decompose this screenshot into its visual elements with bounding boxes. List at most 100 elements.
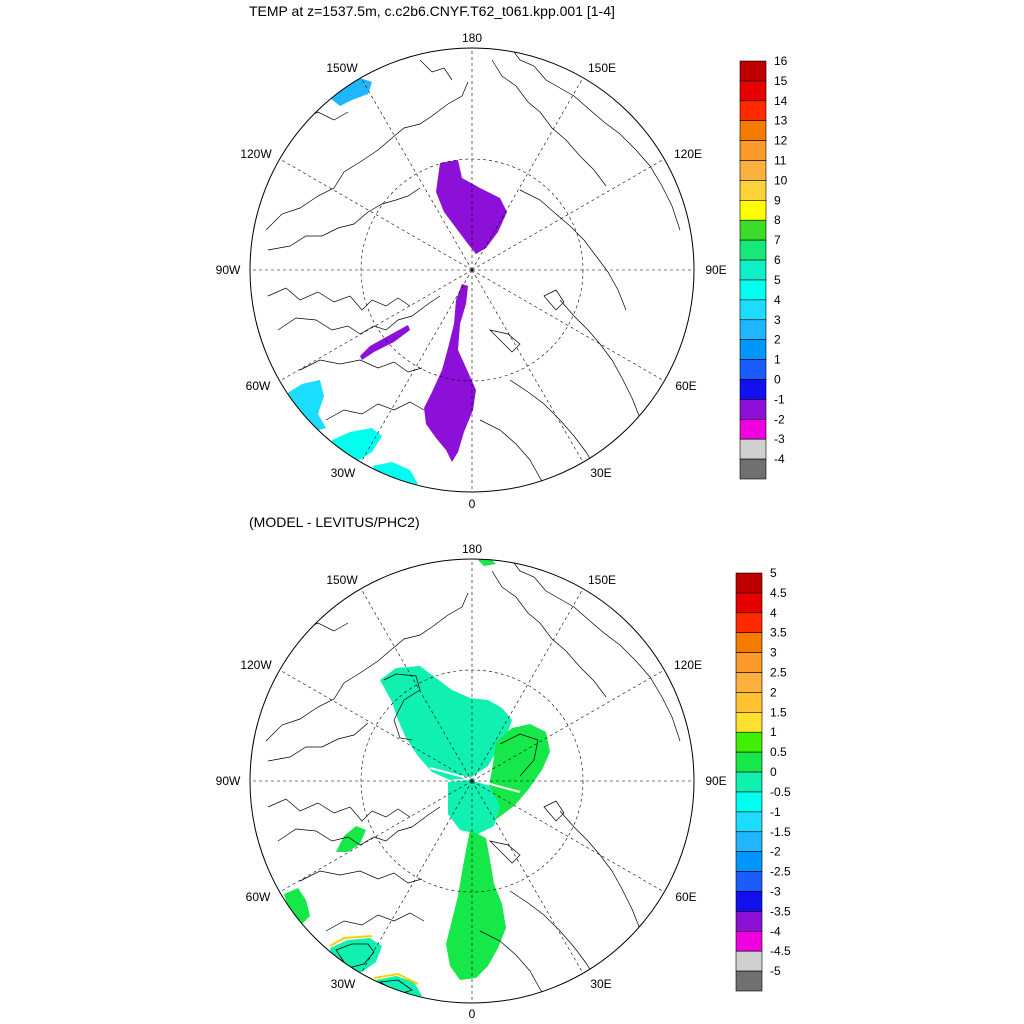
top-region-fram-strait-plume xyxy=(424,284,476,462)
top-colorbar-label: -4 xyxy=(774,452,785,466)
top-region-baffin-strip xyxy=(360,325,410,360)
bottom-colorbar-swatch xyxy=(735,632,763,653)
bottom-colorbar-label: 5 xyxy=(770,566,777,580)
top-colorbar-label: 3 xyxy=(774,313,781,327)
top-region-north-atlantic-patch-b xyxy=(372,462,418,488)
bottom-colorbar-label: 2 xyxy=(770,685,777,699)
top-colorbar-swatch xyxy=(739,140,767,161)
top-colorbar-label: 16 xyxy=(774,54,788,68)
top-lon-label-30w: 30W xyxy=(331,466,356,480)
bottom-lon-label-150e: 150E xyxy=(588,573,616,587)
top-graticule xyxy=(250,48,694,492)
bottom-colorbar-label: -3.5 xyxy=(770,904,791,918)
bottom-lon-label-120w: 120W xyxy=(240,658,272,672)
top-colorbar-swatch xyxy=(739,339,767,360)
bottom-colorbar: 5 4.5 4 3.5 3 2.5 2 1.5 1 0.5 0 -0.5 -1 -1.5 -2 -2.5 -3 -… xyxy=(735,566,791,992)
bottom-colorbar-label: 0.5 xyxy=(770,745,787,759)
top-colorbar-label: 11 xyxy=(774,154,787,168)
bottom-colorbar-swatch xyxy=(735,851,763,872)
bottom-colorbar-label: -4 xyxy=(770,924,781,938)
bottom-lon-label-120e: 120E xyxy=(674,658,702,672)
top-lon-label-150w: 150W xyxy=(326,61,358,75)
bottom-colorbar-swatch xyxy=(735,791,763,813)
top-colorbar-label: 4 xyxy=(774,293,781,307)
bottom-colorbar-label: -1.5 xyxy=(770,825,791,839)
top-lon-label-90w: 90W xyxy=(216,263,241,277)
bottom-lon-label-180: 180 xyxy=(462,542,482,556)
top-region-labrador-patch xyxy=(284,380,326,432)
bottom-panel-title: (MODEL - LEVITUS/PHC2) xyxy=(249,514,420,530)
bottom-lon-label-30w: 30W xyxy=(331,977,356,991)
top-region-central-arctic-lobe xyxy=(436,160,507,254)
bottom-colorbar-swatch xyxy=(735,712,763,733)
top-colorbar-swatch xyxy=(739,379,767,400)
top-colorbar-swatch xyxy=(739,239,767,261)
bottom-colorbar-swatch xyxy=(735,592,763,614)
top-colorbar-label: -2 xyxy=(774,412,785,426)
top-lon-label-60e: 60E xyxy=(675,379,696,393)
top-colorbar-swatch xyxy=(739,100,767,122)
top-colorbar-label: 1 xyxy=(774,353,781,367)
top-colorbar-swatch xyxy=(739,299,767,321)
bottom-colorbar-label: -3 xyxy=(770,884,781,898)
top-colorbar-label: -3 xyxy=(774,432,785,446)
top-colorbar-swatch xyxy=(739,418,767,440)
top-panel-title: TEMP at z=1537.5m, c.c2b6.CNYF.T62_t061.… xyxy=(249,3,615,19)
bottom-colorbar-label: -0.5 xyxy=(770,785,791,799)
top-region-bering-patch xyxy=(330,78,372,106)
top-colorbar-swatch xyxy=(739,399,767,420)
top-colorbar-label: 9 xyxy=(774,193,781,207)
top-lon-label-120w: 120W xyxy=(240,147,272,161)
bottom-colorbar-label: 3.5 xyxy=(770,626,787,640)
bottom-lon-label-90w: 90W xyxy=(216,774,241,788)
bottom-colorbar-swatch xyxy=(735,652,763,673)
bottom-colorbar-swatch xyxy=(735,572,763,594)
bottom-colorbar-label: -2.5 xyxy=(770,865,791,879)
top-colorbar-swatch xyxy=(739,219,767,241)
top-colorbar-swatch xyxy=(739,438,767,460)
bottom-colorbar-swatch xyxy=(735,612,763,634)
top-lon-label-180: 180 xyxy=(462,31,482,45)
bottom-lon-label-30e: 30E xyxy=(590,977,611,991)
bottom-colorbar-label: 0 xyxy=(770,765,777,779)
top-colorbar-swatch xyxy=(739,279,767,301)
bottom-colorbar-label: -5 xyxy=(770,964,781,978)
bottom-colorbar-swatch xyxy=(735,731,763,753)
top-colorbar-label: 8 xyxy=(774,213,781,227)
top-colorbar-label: 12 xyxy=(774,134,788,148)
top-colorbar-swatch xyxy=(739,319,767,340)
bottom-colorbar-swatch xyxy=(735,771,763,793)
top-map-border xyxy=(249,47,695,493)
top-colorbar-swatch xyxy=(739,359,767,380)
bottom-colorbar-label: 3 xyxy=(770,646,777,660)
bottom-colorbar-swatch xyxy=(735,692,763,713)
bottom-yellow-edge-b xyxy=(373,972,419,985)
bottom-colorbar-swatch xyxy=(735,871,763,892)
top-colorbar-swatch xyxy=(739,80,767,102)
bottom-colorbar-label: 2.5 xyxy=(770,666,787,680)
bottom-colorbar-swatch xyxy=(735,751,763,773)
bottom-colorbar-swatch xyxy=(735,891,763,912)
top-colorbar-swatch xyxy=(739,180,767,201)
bottom-colorbar-swatch xyxy=(735,930,763,952)
top-colorbar-label: 2 xyxy=(774,333,781,347)
bottom-gap-line xyxy=(429,767,521,793)
top-colorbar-label: 6 xyxy=(774,253,781,267)
top-lon-label-150e: 150E xyxy=(588,61,616,75)
bottom-colorbar-swatch xyxy=(735,950,763,972)
top-colorbar-swatch xyxy=(739,458,767,480)
top-polar-map: 180 150W 150E 120W 120E 90W 90E 60W 60E … xyxy=(216,31,727,511)
top-colorbar-label: 13 xyxy=(774,114,788,128)
bottom-map-border xyxy=(249,558,695,1004)
bottom-colorbar-label: -2 xyxy=(770,845,781,859)
top-colorbar-label: 15 xyxy=(774,74,788,88)
top-colorbar-swatch xyxy=(739,200,767,221)
bottom-colorbar-label: 1 xyxy=(770,725,777,739)
bottom-lon-label-60w: 60W xyxy=(246,890,271,904)
top-colorbar-swatch xyxy=(739,259,767,281)
bottom-yellow-edge-a xyxy=(329,935,373,947)
bottom-colorbar-label: 1.5 xyxy=(770,705,787,719)
bottom-region-fram-strait-anomaly xyxy=(446,830,506,980)
top-coastlines xyxy=(265,48,681,491)
